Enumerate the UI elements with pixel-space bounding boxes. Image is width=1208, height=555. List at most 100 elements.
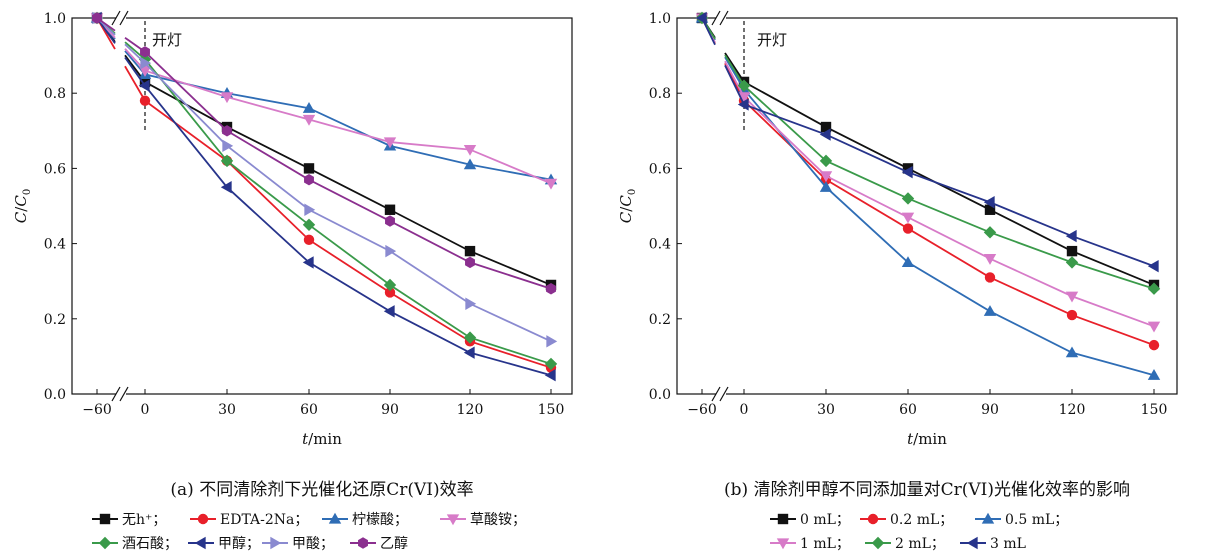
legend-label: 0.5 mL； <box>1005 512 1068 528</box>
data-point-3-mL <box>737 98 749 111</box>
y-tick-label: 0.8 <box>44 86 66 102</box>
series-group-b <box>695 11 1161 380</box>
legend-label: 草酸铵； <box>470 512 526 528</box>
series-line-柠檬酸 <box>124 50 552 181</box>
series-line-无h⁺ <box>124 54 552 286</box>
data-point-甲酸 <box>304 203 316 216</box>
data-point-酒石酸 <box>383 278 397 292</box>
legend-label: 甲酸； <box>292 536 334 552</box>
series-line-0.5-mL <box>724 56 1155 377</box>
data-point-甲酸 <box>546 335 558 348</box>
axis-ticks-b: 0.0 0.2 0.4 0.6 0.8 1.0 −60 0 30 60 90 120 150 <box>649 10 1168 418</box>
data-point-0.2-mL <box>902 223 914 234</box>
data-point-3-mL <box>983 196 995 209</box>
legend-marker <box>98 536 112 550</box>
data-point-甲醇 <box>220 181 232 194</box>
legend-marker <box>270 536 282 550</box>
x-tick-label: 30 <box>817 402 835 418</box>
plot-frame-a <box>71 17 573 395</box>
y-tick-label: 1.0 <box>44 11 66 27</box>
data-point-EDTA-2Na <box>384 287 396 298</box>
x-tick-label: 120 <box>1059 402 1086 418</box>
data-point-3-mL <box>695 11 707 25</box>
data-point-2-mL <box>983 226 997 239</box>
legend-marker <box>446 514 460 526</box>
annotation-light-on-b: 开灯 <box>757 31 787 49</box>
data-point-0.2-mL <box>984 272 996 283</box>
y-axis-title-b: C/C0 <box>617 189 638 223</box>
data-point-乙醇 <box>385 215 395 227</box>
caption-b: (b) 清除剂甲醇不同添加量对Cr(VI)光催化效率的影响 <box>724 480 1130 500</box>
data-point-0.5-mL <box>1065 346 1079 358</box>
x-tick-label: 90 <box>381 402 399 418</box>
x-tick-label: 0 <box>740 402 749 418</box>
series-line-3-mL <box>724 64 1155 268</box>
data-point-酒石酸 <box>220 154 234 168</box>
data-point-草酸铵 <box>383 137 397 149</box>
x-axis-title-a: t/min <box>302 430 342 448</box>
data-point-草酸铵 <box>138 65 152 77</box>
x-tick-label: 150 <box>1141 402 1168 418</box>
legend-marker <box>197 513 209 525</box>
legend-marker <box>776 538 790 550</box>
axis-break-slash <box>719 386 729 402</box>
axis-ticks-a: 0.0 0.2 0.4 0.6 0.8 1.0 −60 0 30 60 90 120 150 <box>44 10 564 418</box>
data-point-无h⁺ <box>464 245 476 257</box>
axis-break-slash <box>111 386 121 402</box>
legend-label: 乙醇 <box>380 535 408 552</box>
data-point-EDTA-2Na <box>139 95 151 106</box>
annotation-light-on-a: 开灯 <box>152 31 182 49</box>
data-point-甲醇 <box>544 369 556 382</box>
data-point-甲醇 <box>138 79 150 92</box>
x-tick-label: 60 <box>300 402 318 418</box>
series-line-1-mL <box>724 60 1155 328</box>
x-tick-label: 120 <box>457 402 484 418</box>
data-point-0.5-mL <box>983 305 997 316</box>
axis-break-gap <box>116 387 126 401</box>
series-line-乙醇 <box>124 37 552 290</box>
legend-marker <box>99 513 111 525</box>
data-point-甲酸 <box>465 297 477 310</box>
data-point-乙醇 <box>222 125 232 137</box>
legend-label: 0.2 mL； <box>890 512 953 528</box>
data-point-3-mL <box>901 165 913 179</box>
data-point-草酸铵 <box>302 114 316 126</box>
data-point-草酸铵 <box>220 92 234 104</box>
data-point-1-mL <box>737 92 751 104</box>
data-point-1-mL <box>1065 291 1079 303</box>
legend-label: 甲醇； <box>218 535 260 552</box>
data-point-0.5-mL <box>1147 369 1161 380</box>
data-point-乙醇 <box>546 283 556 295</box>
x-tick-label: −60 <box>687 402 717 418</box>
data-point-2-mL <box>1147 282 1161 295</box>
data-point-乙醇 <box>92 12 102 24</box>
data-point-草酸铵 <box>463 144 477 156</box>
data-point-无h⁺ <box>139 76 151 88</box>
axis-break-slash <box>111 10 121 26</box>
legend-marker <box>358 537 368 549</box>
data-point-乙醇 <box>465 256 475 269</box>
series-line-0-mL <box>724 52 1155 286</box>
y-tick-label: 0.0 <box>649 387 671 403</box>
legend-label: 无h⁺； <box>122 512 166 528</box>
data-point-乙醇 <box>304 173 314 186</box>
data-point-无h⁺ <box>384 204 396 215</box>
legend-marker <box>867 513 879 525</box>
data-point-0.5-mL <box>901 256 915 268</box>
data-point-0.2-mL <box>1066 309 1078 321</box>
legend-label: 3 mL <box>990 536 1026 552</box>
plot-frame-b <box>676 17 1178 395</box>
axis-break-slash <box>119 10 129 26</box>
data-point-2-mL <box>819 154 833 168</box>
data-point-1-mL <box>983 253 997 265</box>
data-point-无h⁺ <box>303 163 315 174</box>
x-tick-label: 60 <box>899 402 917 418</box>
x-tick-label: 90 <box>981 402 999 418</box>
data-point-2-mL <box>1065 256 1079 269</box>
legend-marker <box>194 536 206 550</box>
y-tick-label: 0.6 <box>44 161 66 177</box>
data-point-3-mL <box>1065 229 1077 243</box>
data-point-3-mL <box>819 128 831 141</box>
data-point-2-mL <box>901 192 915 205</box>
data-point-1-mL <box>819 171 833 183</box>
